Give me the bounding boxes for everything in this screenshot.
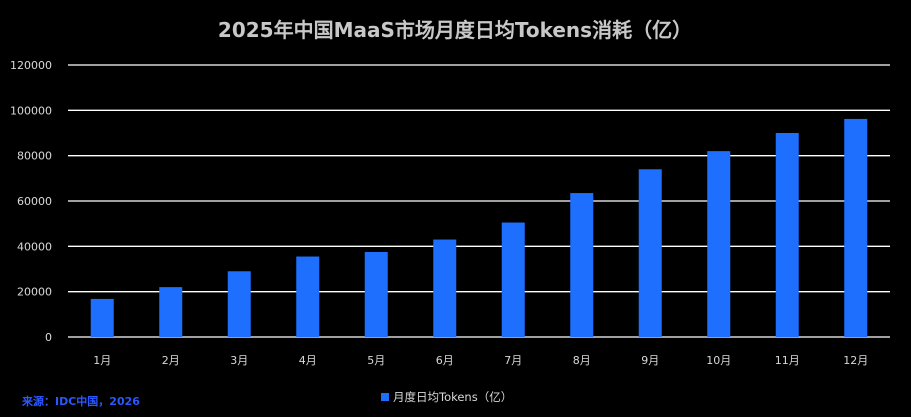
x-tick-label: 7月 [504, 354, 522, 367]
x-tick-label: 11月 [775, 354, 800, 367]
bar [775, 133, 799, 337]
legend-label: 月度日均Tokens（亿） [393, 390, 512, 404]
x-tick-label: 6月 [436, 354, 454, 367]
legend-swatch [381, 393, 389, 401]
bar [707, 151, 731, 337]
x-tick-label: 3月 [230, 354, 248, 367]
bar [90, 298, 114, 337]
x-tick-label: 2月 [162, 354, 180, 367]
y-tick-label: 120000 [10, 59, 52, 72]
bar [844, 118, 868, 338]
x-tick-label: 9月 [641, 354, 659, 367]
bar [570, 193, 594, 337]
bar [638, 169, 662, 337]
y-axis-ticks: 0 20000 40000 60000 80000 100000 120000 [10, 59, 52, 344]
x-axis-ticks: 1月 2月 3月 4月 5月 6月 7月 8月 9月 10月 11月 12月 [93, 354, 868, 367]
y-tick-label: 0 [45, 331, 52, 344]
chart-title: 2025年中国MaaS市场月度日均Tokens消耗（亿） [218, 18, 692, 42]
y-tick-label: 60000 [17, 195, 52, 208]
source-note: 来源：IDC中国，2026 [21, 394, 140, 408]
x-tick-label: 12月 [843, 354, 868, 367]
y-tick-label: 40000 [17, 240, 52, 253]
y-tick-label: 20000 [17, 286, 52, 299]
x-tick-label: 10月 [706, 354, 731, 367]
bar [296, 256, 320, 337]
bar [227, 271, 251, 337]
grid-lines [68, 64, 890, 338]
bar [159, 287, 183, 337]
x-tick-label: 4月 [299, 354, 317, 367]
x-tick-label: 8月 [573, 354, 591, 367]
y-tick-label: 100000 [10, 104, 52, 117]
bar [501, 222, 525, 337]
bar [364, 252, 388, 337]
x-tick-label: 5月 [367, 354, 385, 367]
x-tick-label: 1月 [93, 354, 111, 367]
bars [90, 118, 868, 338]
bar [433, 239, 457, 337]
y-tick-label: 80000 [17, 150, 52, 163]
legend: 月度日均Tokens（亿） [381, 390, 512, 404]
